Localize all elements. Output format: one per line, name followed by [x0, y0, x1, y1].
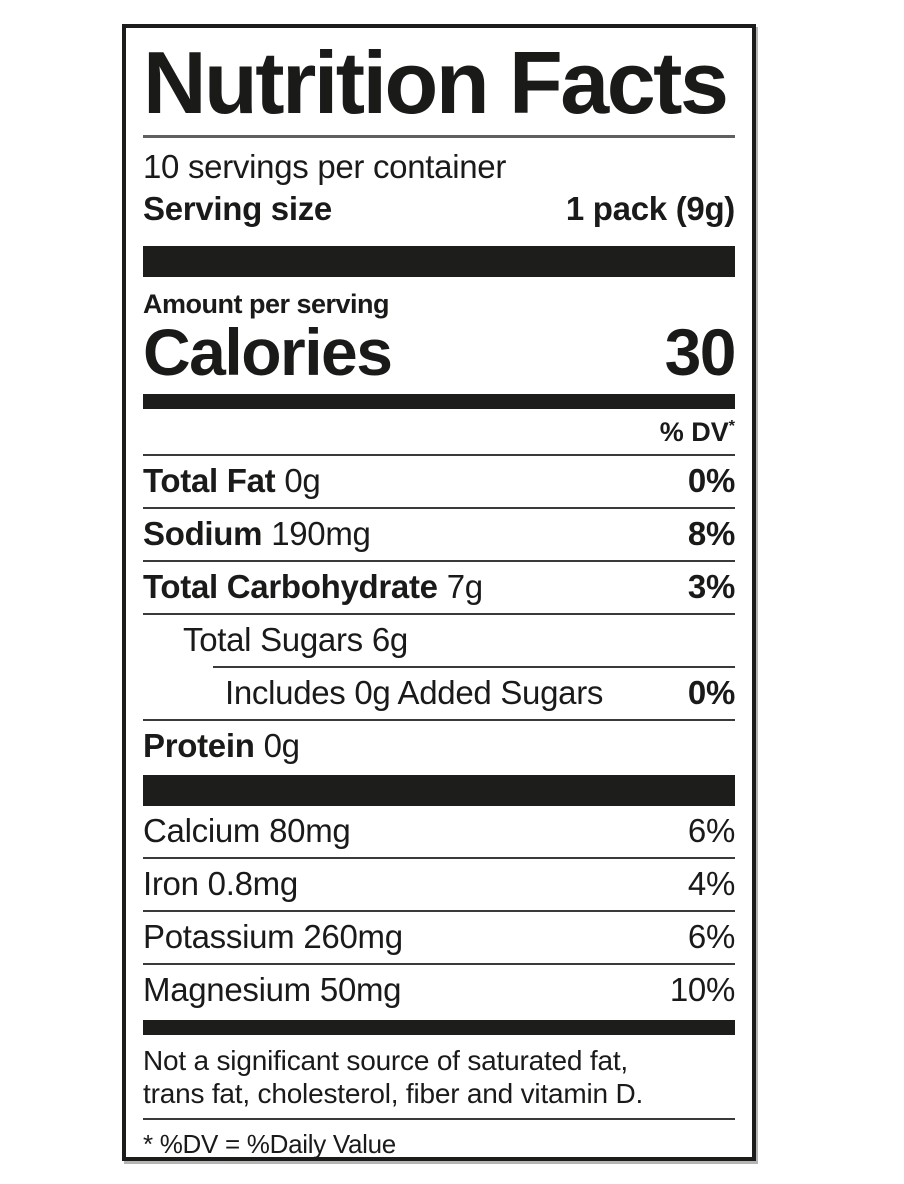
divider-bar-medium-bottom: [143, 1020, 735, 1036]
mineral-dv: 6%: [687, 918, 735, 956]
nutrient-row-sodium: Sodium 190mg 8%: [143, 509, 735, 563]
nutrient-amount: 0g: [284, 462, 321, 500]
mineral-row-potassium: Potassium 260mg 6%: [143, 912, 735, 966]
mineral-amount: 80mg: [269, 812, 351, 850]
nutrient-dv: 3%: [687, 568, 735, 606]
calories-label: Calories: [143, 315, 393, 390]
nutrient-name: Total Carbohydrate: [143, 568, 438, 606]
label-title: Nutrition Facts: [143, 28, 735, 139]
mineral-amount: 50mg: [319, 971, 402, 1009]
daily-value-header-text: % DV: [659, 417, 729, 448]
daily-value-note: * %DV = %Daily Value: [143, 1129, 396, 1160]
nutrient-row-total-fat: Total Fat 0g 0%: [143, 456, 735, 510]
nutrient-row-total-sugars: Total Sugars 6g: [143, 615, 735, 666]
footnote-line-2: trans fat, cholesterol, fiber and vitami…: [143, 1078, 644, 1110]
nutrient-amount: 190mg: [271, 515, 371, 553]
nutrient-dv: 8%: [687, 515, 735, 553]
nutrient-dv: 0%: [687, 674, 735, 712]
mineral-dv: 10%: [669, 971, 735, 1009]
calories-value: 30: [664, 315, 737, 390]
nutrient-amount: 6g: [371, 621, 408, 659]
mineral-dv: 4%: [687, 865, 735, 903]
mineral-name: Magnesium: [143, 971, 311, 1009]
nutrient-row-added-sugars: Includes 0g Added Sugars 0%: [143, 668, 735, 722]
mineral-row-calcium: Calcium 80mg 6%: [143, 806, 735, 860]
mineral-amount: 260mg: [303, 918, 403, 956]
servings-per-container: 10 servings per container: [143, 148, 507, 186]
footnote-line-1: Not a significant source of saturated fa…: [143, 1045, 628, 1077]
nutrient-name: Sodium: [143, 515, 263, 553]
nutrient-name: Protein: [143, 727, 255, 765]
divider-bar-thick-top: [143, 246, 735, 278]
serving-size-row: Serving size 1 pack (9g): [143, 188, 735, 246]
nutrient-amount: 7g: [446, 568, 483, 606]
nutrition-facts-label: Nutrition Facts 10 servings per containe…: [122, 24, 756, 1161]
nutrient-row-protein: Protein 0g: [143, 721, 735, 775]
daily-value-asterisk: *: [728, 418, 735, 436]
daily-value-header: % DV*: [143, 409, 735, 457]
nutrient-dv: 0%: [687, 462, 735, 500]
mineral-name: Potassium: [143, 918, 295, 956]
footnote: Not a significant source of saturated fa…: [143, 1035, 735, 1121]
nutrient-name: Total Fat: [143, 462, 276, 500]
nutrient-name: Total Sugars: [183, 621, 363, 659]
calories-row: Calories 30: [143, 315, 737, 394]
serving-size-value: 1 pack (9g): [565, 190, 735, 228]
divider-hairline-indented: [213, 666, 735, 669]
mineral-row-magnesium: Magnesium 50mg 10%: [143, 965, 735, 1016]
nutrient-name: Includes 0g Added Sugars: [225, 674, 604, 712]
mineral-amount: 0.8mg: [207, 865, 299, 903]
mineral-name: Calcium: [143, 812, 261, 850]
nutrient-row-total-carbohydrate: Total Carbohydrate 7g 3%: [143, 562, 735, 616]
mineral-name: Iron: [143, 865, 199, 903]
mineral-row-iron: Iron 0.8mg 4%: [143, 859, 735, 913]
serving-size-label: Serving size: [143, 190, 332, 228]
divider-bar-medium-top: [143, 394, 735, 410]
divider-bar-thick-middle: [143, 775, 735, 807]
nutrient-amount: 0g: [263, 727, 300, 765]
mineral-dv: 6%: [687, 812, 735, 850]
amount-per-serving-label: Amount per serving: [143, 289, 390, 320]
